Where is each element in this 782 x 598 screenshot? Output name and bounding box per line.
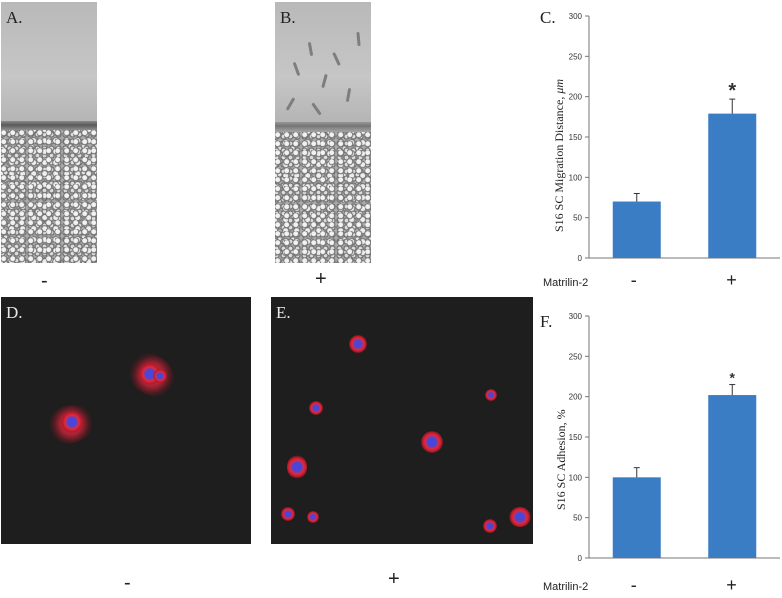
chart-c-y-tick-label: 250 xyxy=(569,52,583,61)
condition-e: + xyxy=(388,568,400,590)
condition-d: - xyxy=(124,572,131,594)
chart-f-svg: 0 50 100 150 200 250 300 * xyxy=(569,312,780,563)
chart-c-significance-1: * xyxy=(728,80,736,102)
panel-letter-d: D. xyxy=(6,303,23,322)
chart-c: 0 50 100 150 200 250 300 * xyxy=(560,6,782,268)
chart-c-bar-0 xyxy=(612,201,661,258)
chart-f-y-tick-label: 300 xyxy=(569,312,583,321)
chart-c-y-tick-label: 50 xyxy=(573,214,582,223)
micrograph-b: B. xyxy=(275,2,371,263)
micrograph-e: E. xyxy=(271,297,533,544)
chart-f-bar-0 xyxy=(612,477,661,558)
chart-f-significance-1: * xyxy=(730,370,736,386)
chart-f-bar-1 xyxy=(708,395,757,558)
chart-c-x-axis-label: Matrilin-2 xyxy=(543,277,589,289)
chart-f-y-tick-label: 50 xyxy=(573,514,582,523)
chart-c-y-tick-label: 100 xyxy=(569,173,583,182)
micrograph-d: D. xyxy=(1,297,251,544)
chart-f-category-label-0: - xyxy=(630,575,637,595)
chart-f-y-tick-label: 0 xyxy=(578,554,583,563)
chart-c-y-tick-label: 200 xyxy=(569,93,583,102)
panel-letter-a: A. xyxy=(6,8,23,27)
chart-c-y-tick-label: 300 xyxy=(569,12,583,21)
chart-f-category-label-1: + xyxy=(726,575,737,595)
chart-f-y-tick-label: 250 xyxy=(569,352,583,361)
chart-c-svg: 0 50 100 150 200 250 300 * xyxy=(569,12,780,263)
chart-f-y-tick-label: 200 xyxy=(569,393,583,402)
chart-c-bar-1 xyxy=(708,113,757,259)
panel-letter-b: B. xyxy=(280,8,296,27)
micrograph-a: A. xyxy=(1,2,97,263)
chart-c-category-label-0: - xyxy=(630,270,637,290)
chart-c-y-tick-label: 150 xyxy=(569,133,583,142)
chart-c-category-label-1: + xyxy=(726,270,737,290)
panel-letter-c: C. xyxy=(540,8,556,27)
condition-b: + xyxy=(315,268,327,290)
condition-a: - xyxy=(41,270,48,292)
chart-c-y-tick-label: 0 xyxy=(578,254,583,263)
chart-f-y-tick-label: 150 xyxy=(569,433,583,442)
chart-f-y-tick-label: 100 xyxy=(569,473,583,482)
panel-letter-e: E. xyxy=(276,303,291,322)
chart-f: 0 50 100 150 200 250 300 * xyxy=(560,306,782,568)
panel-letter-f: F. xyxy=(540,312,553,331)
chart-f-x-axis-label: Matrilin-2 xyxy=(543,581,589,593)
